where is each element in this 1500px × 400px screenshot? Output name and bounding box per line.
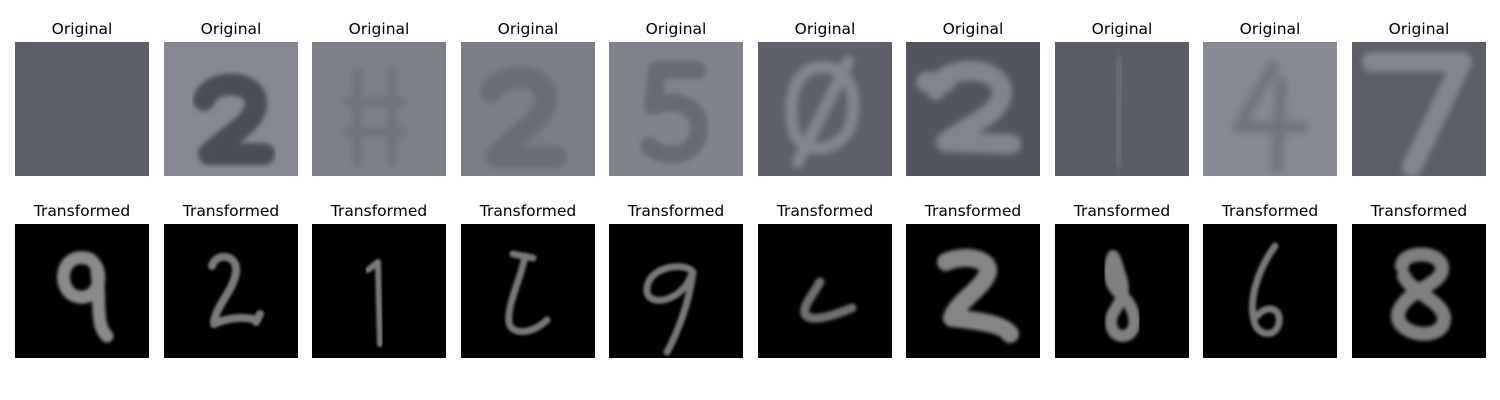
original-digit-image	[1055, 42, 1189, 176]
original-digit-image	[906, 42, 1040, 176]
digit-stroke	[1103, 250, 1141, 342]
transformed-digit-image	[609, 224, 743, 358]
transformed-title: Transformed	[479, 202, 577, 220]
digit-stroke	[1232, 61, 1309, 173]
original-digit-image	[609, 42, 743, 176]
digit-stroke	[365, 259, 383, 347]
original-cell: Original	[312, 0, 446, 400]
tile-background	[1203, 224, 1337, 358]
transformed-title: Transformed	[1370, 202, 1468, 220]
tile-background	[15, 42, 149, 176]
digit-stroke	[193, 73, 275, 165]
digit-stroke	[1248, 242, 1283, 337]
transformed-title: Transformed	[182, 202, 280, 220]
tile-background	[312, 42, 446, 176]
original-digit-image	[758, 42, 892, 176]
digit-stroke	[916, 60, 1021, 154]
original-cell: Original	[758, 0, 892, 400]
transformed-title: Transformed	[1073, 202, 1171, 220]
original-cell: Original	[609, 0, 743, 400]
transformed-cell: Transformed	[1055, 0, 1189, 400]
original-title: Original	[348, 20, 410, 38]
digit-stroke	[643, 263, 697, 356]
transformed-title: Transformed	[1221, 202, 1319, 220]
digit-stroke	[342, 67, 407, 167]
original-digit-image	[164, 42, 298, 176]
original-cell: Original	[1203, 0, 1337, 400]
transformed-digit-image	[1352, 224, 1486, 358]
original-title: Original	[51, 20, 113, 38]
transformed-digit-image	[15, 224, 149, 358]
transformed-cell: Transformed	[758, 0, 892, 400]
tile-background	[758, 224, 892, 358]
original-cell: Original	[461, 0, 595, 400]
original-digit-image	[1352, 42, 1486, 176]
transformed-digit-image	[312, 224, 446, 358]
digit-stroke	[937, 248, 1019, 343]
original-title: Original	[497, 20, 559, 38]
digit-stroke	[800, 277, 857, 323]
transformed-cell: Transformed	[1203, 0, 1337, 400]
original-digit-image	[15, 42, 149, 176]
transformed-digit-image	[906, 224, 1040, 358]
transformed-cell: Transformed	[461, 0, 595, 400]
original-digit-image	[312, 42, 446, 176]
digit-stroke	[57, 251, 114, 343]
original-title: Original	[1091, 20, 1153, 38]
original-title: Original	[200, 20, 262, 38]
transformed-digit-image	[461, 224, 595, 358]
original-cell: Original	[164, 0, 298, 400]
transformed-cell: Transformed	[312, 0, 446, 400]
original-cell: Original	[1055, 0, 1189, 400]
transformed-title: Transformed	[924, 202, 1022, 220]
transformed-title: Transformed	[330, 202, 428, 220]
transformed-cell: Transformed	[609, 0, 743, 400]
digit-stroke	[1110, 55, 1128, 169]
transformed-cell: Transformed	[1352, 0, 1486, 400]
transformed-title: Transformed	[627, 202, 725, 220]
transformed-cell: Transformed	[15, 0, 149, 400]
transformed-cell: Transformed	[906, 0, 1040, 400]
digit-stroke	[480, 66, 567, 168]
transformed-title: Transformed	[776, 202, 874, 220]
original-digit-image	[1203, 42, 1337, 176]
transformed-cell: Transformed	[164, 0, 298, 400]
original-title: Original	[942, 20, 1004, 38]
original-title: Original	[1239, 20, 1301, 38]
digit-stroke	[785, 56, 860, 168]
digit-stroke	[1391, 247, 1451, 341]
tile-background	[461, 224, 595, 358]
transformed-digit-image	[164, 224, 298, 358]
original-cell: Original	[1352, 0, 1486, 400]
transformed-digit-image	[758, 224, 892, 358]
digit-stroke	[505, 250, 551, 335]
digit-stroke	[208, 253, 264, 328]
digit-stroke	[640, 61, 708, 164]
original-title: Original	[1388, 20, 1450, 38]
original-cell: Original	[15, 0, 149, 400]
original-digit-image	[461, 42, 595, 176]
original-title: Original	[794, 20, 856, 38]
transformed-digit-image	[1203, 224, 1337, 358]
digit-stroke	[1362, 52, 1472, 176]
original-title: Original	[645, 20, 707, 38]
transformed-digit-image	[1055, 224, 1189, 358]
transformed-title: Transformed	[33, 202, 131, 220]
original-cell: Original	[906, 0, 1040, 400]
